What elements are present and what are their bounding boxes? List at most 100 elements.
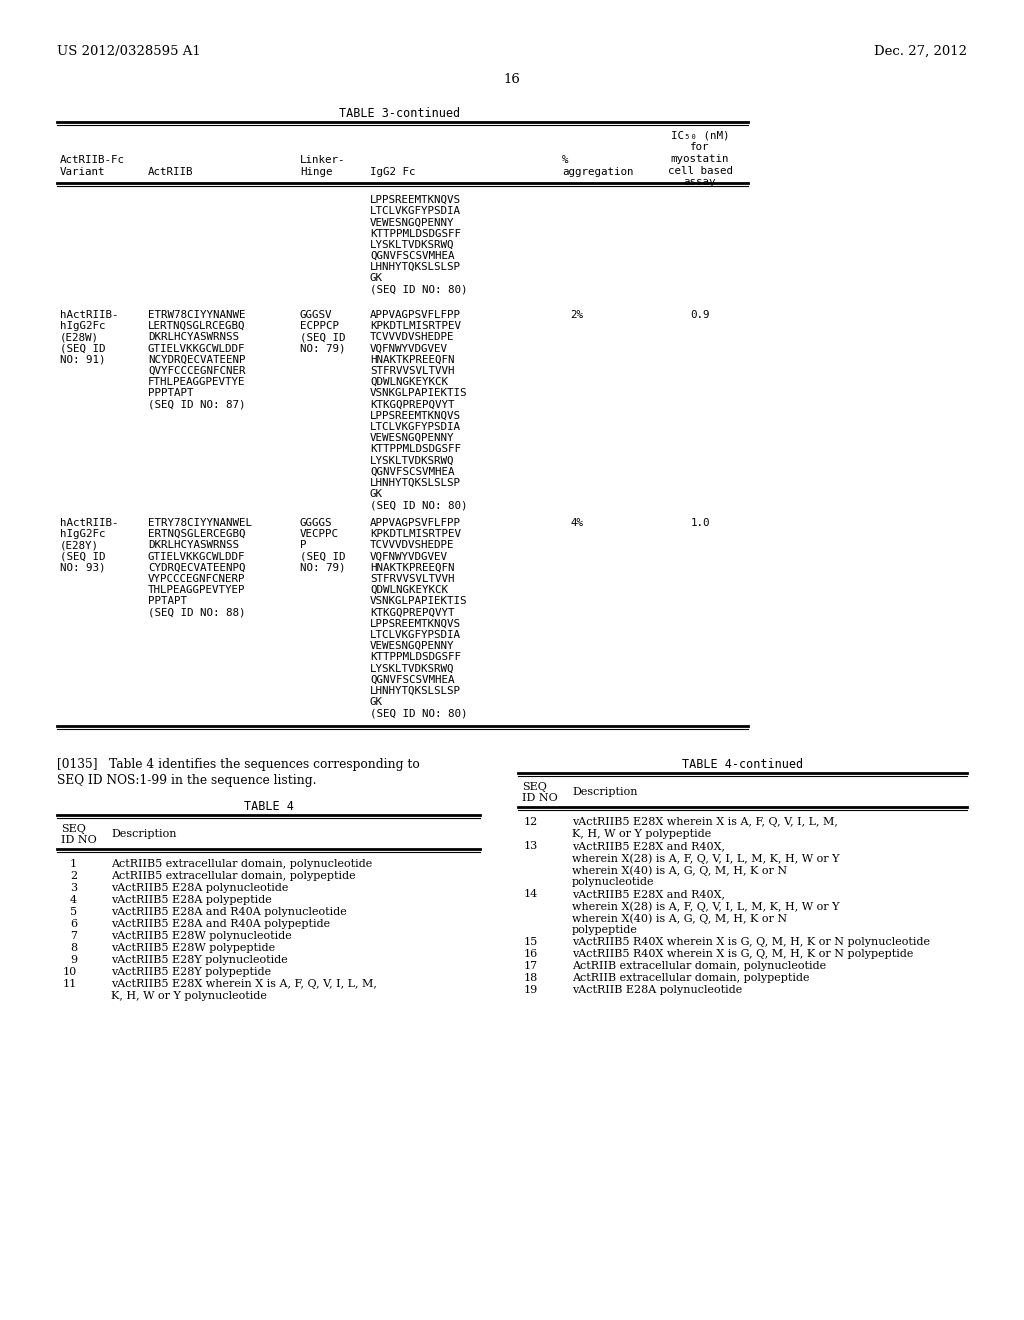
Text: KTKGQPREPQVYT: KTKGQPREPQVYT: [370, 400, 455, 409]
Text: 8: 8: [70, 942, 77, 953]
Text: wherein X(40) is A, G, Q, M, H, K or N: wherein X(40) is A, G, Q, M, H, K or N: [572, 865, 787, 875]
Text: ETRY78CIYYNANWEL: ETRY78CIYYNANWEL: [148, 517, 252, 528]
Text: STFRVVSVLTVVH: STFRVVSVLTVVH: [370, 574, 455, 583]
Text: TCVVVDVSHEDPE: TCVVVDVSHEDPE: [370, 333, 455, 342]
Text: hIgG2Fc: hIgG2Fc: [60, 529, 105, 539]
Text: ERTNQSGLERCEGBQ: ERTNQSGLERCEGBQ: [148, 529, 246, 539]
Text: LTCLVKGFYPSDIA: LTCLVKGFYPSDIA: [370, 206, 461, 216]
Text: Dec. 27, 2012: Dec. 27, 2012: [874, 45, 967, 58]
Text: KTKGQPREPQVYT: KTKGQPREPQVYT: [370, 607, 455, 618]
Text: vActRIIB5 E28X and R40X,: vActRIIB5 E28X and R40X,: [572, 888, 725, 899]
Text: 16: 16: [504, 73, 520, 86]
Text: 4%: 4%: [570, 517, 584, 528]
Text: GK: GK: [370, 490, 383, 499]
Text: FTHLPEAGGPEVTYE: FTHLPEAGGPEVTYE: [148, 378, 246, 387]
Text: GK: GK: [370, 697, 383, 708]
Text: ActRIIB-Fc: ActRIIB-Fc: [60, 154, 125, 165]
Text: 4: 4: [70, 895, 77, 906]
Text: TABLE 3-continued: TABLE 3-continued: [339, 107, 461, 120]
Text: LYSKLTVDKSRWQ: LYSKLTVDKSRWQ: [370, 664, 455, 673]
Text: QDWLNGKEYKCK: QDWLNGKEYKCK: [370, 585, 449, 595]
Text: KPKDTLMISRTPEV: KPKDTLMISRTPEV: [370, 321, 461, 331]
Text: PPTAPT: PPTAPT: [148, 597, 187, 606]
Text: 5: 5: [70, 907, 77, 917]
Text: Description: Description: [111, 829, 176, 840]
Text: K, H, W or Y polynucleotide: K, H, W or Y polynucleotide: [111, 991, 267, 1001]
Text: VEWESNGQPENNY: VEWESNGQPENNY: [370, 433, 455, 444]
Text: US 2012/0328595 A1: US 2012/0328595 A1: [57, 45, 201, 58]
Text: GK: GK: [370, 273, 383, 284]
Text: PPPTAPT: PPPTAPT: [148, 388, 194, 399]
Text: wherein X(40) is A, G, Q, M, H, K or N: wherein X(40) is A, G, Q, M, H, K or N: [572, 913, 787, 924]
Text: VEWESNGQPENNY: VEWESNGQPENNY: [370, 218, 455, 227]
Text: ID NO: ID NO: [61, 836, 96, 845]
Text: LTCLVKGFYPSDIA: LTCLVKGFYPSDIA: [370, 422, 461, 432]
Text: VQFNWYVDGVEV: VQFNWYVDGVEV: [370, 552, 449, 561]
Text: 9: 9: [70, 954, 77, 965]
Text: KPKDTLMISRTPEV: KPKDTLMISRTPEV: [370, 529, 461, 539]
Text: vActRIIB5 E28A and R40A polypeptide: vActRIIB5 E28A and R40A polypeptide: [111, 919, 330, 929]
Text: 19: 19: [523, 985, 538, 995]
Text: wherein X(28) is A, F, Q, V, I, L, M, K, H, W or Y: wherein X(28) is A, F, Q, V, I, L, M, K,…: [572, 853, 840, 863]
Text: myostatin: myostatin: [671, 154, 729, 164]
Text: NO: 79): NO: 79): [300, 343, 345, 354]
Text: hActRIIB-: hActRIIB-: [60, 517, 119, 528]
Text: 10: 10: [62, 968, 77, 977]
Text: IgG2 Fc: IgG2 Fc: [370, 168, 416, 177]
Text: vActRIIB5 E28X and R40X,: vActRIIB5 E28X and R40X,: [572, 841, 725, 851]
Text: 18: 18: [523, 973, 538, 983]
Text: ActRIIB5 extracellular domain, polypeptide: ActRIIB5 extracellular domain, polypepti…: [111, 871, 355, 880]
Text: ActRIIB5 extracellular domain, polynucleotide: ActRIIB5 extracellular domain, polynucle…: [111, 859, 373, 869]
Text: 14: 14: [523, 888, 538, 899]
Text: DKRLHCYASWRNSS: DKRLHCYASWRNSS: [148, 333, 239, 342]
Text: vActRIIB5 E28X wherein X is A, F, Q, V, I, L, M,: vActRIIB5 E28X wherein X is A, F, Q, V, …: [111, 979, 377, 989]
Text: 3: 3: [70, 883, 77, 894]
Text: (SEQ ID NO: 87): (SEQ ID NO: 87): [148, 400, 246, 409]
Text: HNAKTKPREEQFN: HNAKTKPREEQFN: [370, 355, 455, 364]
Text: (E28W): (E28W): [60, 333, 99, 342]
Text: TCVVVDVSHEDPE: TCVVVDVSHEDPE: [370, 540, 455, 550]
Text: LHNHYTQKSLSLSP: LHNHYTQKSLSLSP: [370, 686, 461, 696]
Text: TABLE 4-continued: TABLE 4-continued: [682, 758, 803, 771]
Text: LYSKLTVDKSRWQ: LYSKLTVDKSRWQ: [370, 240, 455, 249]
Text: polypeptide: polypeptide: [572, 925, 638, 935]
Text: 17: 17: [524, 961, 538, 972]
Text: vActRIIB5 E28A polypeptide: vActRIIB5 E28A polypeptide: [111, 895, 271, 906]
Text: (SEQ ID NO: 80): (SEQ ID NO: 80): [370, 285, 468, 294]
Text: vActRIIB5 R40X wherein X is G, Q, M, H, K or N polynucleotide: vActRIIB5 R40X wherein X is G, Q, M, H, …: [572, 937, 930, 946]
Text: cell based: cell based: [668, 166, 732, 176]
Text: for: for: [690, 143, 710, 152]
Text: LHNHYTQKSLSLSP: LHNHYTQKSLSLSP: [370, 478, 461, 488]
Text: hIgG2Fc: hIgG2Fc: [60, 321, 105, 331]
Text: vActRIIB5 E28X wherein X is A, F, Q, V, I, L, M,: vActRIIB5 E28X wherein X is A, F, Q, V, …: [572, 817, 838, 828]
Text: vActRIIB5 E28Y polynucleotide: vActRIIB5 E28Y polynucleotide: [111, 954, 288, 965]
Text: vActRIIB5 E28W polynucleotide: vActRIIB5 E28W polynucleotide: [111, 931, 292, 941]
Text: VEWESNGQPENNY: VEWESNGQPENNY: [370, 642, 455, 651]
Text: Variant: Variant: [60, 168, 105, 177]
Text: polynucleotide: polynucleotide: [572, 876, 654, 887]
Text: HNAKTKPREEQFN: HNAKTKPREEQFN: [370, 562, 455, 573]
Text: ActRIIB: ActRIIB: [148, 168, 194, 177]
Text: CYDRQECVATEENPQ: CYDRQECVATEENPQ: [148, 562, 246, 573]
Text: vActRIIB E28A polynucleotide: vActRIIB E28A polynucleotide: [572, 985, 742, 995]
Text: vActRIIB5 E28A and R40A polynucleotide: vActRIIB5 E28A and R40A polynucleotide: [111, 907, 347, 917]
Text: ActRIIB extracellular domain, polynucleotide: ActRIIB extracellular domain, polynucleo…: [572, 961, 826, 972]
Text: VQFNWYVDGVEV: VQFNWYVDGVEV: [370, 343, 449, 354]
Text: VSNKGLPAPIEKTIS: VSNKGLPAPIEKTIS: [370, 597, 468, 606]
Text: VSNKGLPAPIEKTIS: VSNKGLPAPIEKTIS: [370, 388, 468, 399]
Text: vActRIIB5 E28Y polypeptide: vActRIIB5 E28Y polypeptide: [111, 968, 271, 977]
Text: 6: 6: [70, 919, 77, 929]
Text: SEQ: SEQ: [61, 824, 86, 834]
Text: vActRIIB5 E28W polypeptide: vActRIIB5 E28W polypeptide: [111, 942, 275, 953]
Text: QDWLNGKEYKCK: QDWLNGKEYKCK: [370, 378, 449, 387]
Text: TABLE 4: TABLE 4: [244, 800, 294, 813]
Text: QVYFCCCEGNFCNER: QVYFCCCEGNFCNER: [148, 366, 246, 376]
Text: LPPSREEMTKNQVS: LPPSREEMTKNQVS: [370, 411, 461, 421]
Text: KTTPPMLDSDGSFF: KTTPPMLDSDGSFF: [370, 445, 461, 454]
Text: 2: 2: [70, 871, 77, 880]
Text: SEQ: SEQ: [522, 781, 547, 792]
Text: APPVAGPSVFLFPP: APPVAGPSVFLFPP: [370, 310, 461, 319]
Text: 13: 13: [523, 841, 538, 851]
Text: LPPSREEMTKNQVS: LPPSREEMTKNQVS: [370, 619, 461, 628]
Text: ECPPCP: ECPPCP: [300, 321, 339, 331]
